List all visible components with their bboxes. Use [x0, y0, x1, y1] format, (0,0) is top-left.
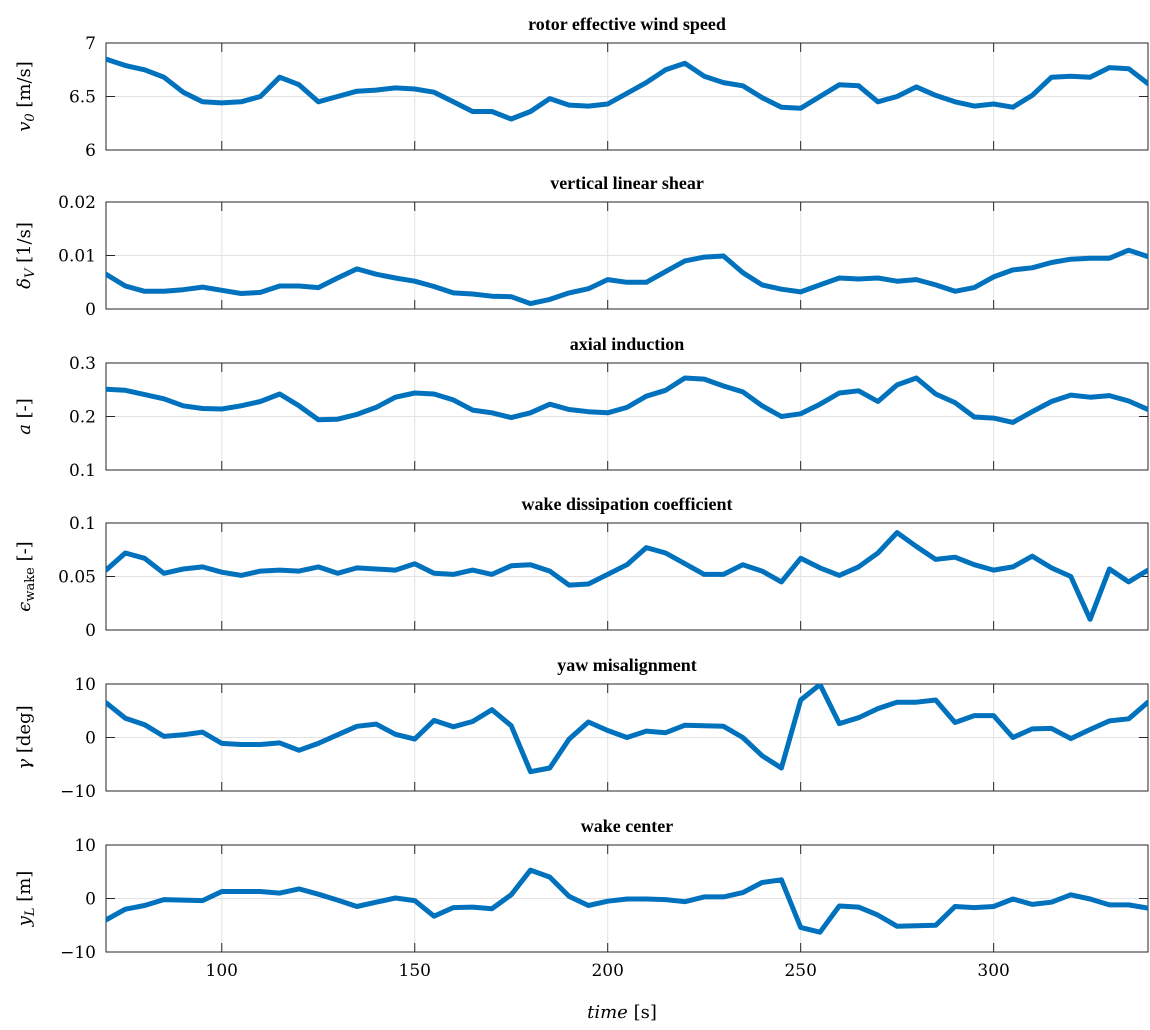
y-tick-label: 10 — [74, 675, 96, 695]
subplot-3: 0.1 0.2 0.3 axial induction a [-] — [14, 334, 1149, 481]
y-tick-label: 0.2 — [69, 408, 96, 428]
x-tick-label: 100 — [206, 961, 238, 981]
y-tick-label: 0.01 — [58, 247, 96, 267]
series-line — [106, 684, 1148, 775]
series-line — [106, 530, 1148, 622]
y-axis-label: δV [1/s] — [14, 222, 38, 289]
y-tick-label: 7 — [85, 34, 96, 54]
subplot-2: 0 0.01 0.02 vertical linear shear δV [1/s] — [14, 173, 1149, 320]
subplot-title: rotor effective wind speed — [528, 14, 726, 34]
subplot-4: 0 0.05 0.1 wake dissipation coefficient ϵwak… — [14, 494, 1149, 641]
y-tick-label: 0.3 — [69, 354, 96, 374]
y-tick-label: 0.1 — [69, 514, 96, 534]
subplot-6: −10 0 10 100 150 200 250 300 wake center yL [m] — [14, 816, 1149, 981]
series-line — [106, 867, 1148, 935]
subplot-5: −10 0 10 yaw misalignment γ [deg] — [14, 655, 1149, 802]
y-tick-label: 10 — [74, 836, 96, 856]
series-line — [106, 247, 1148, 307]
y-axis-label: yL [m] — [14, 871, 38, 928]
y-tick-label: −10 — [60, 943, 96, 963]
subplots: 6 6.5 7 rotor effective wind speed v0 [m/s] 0… — [14, 14, 1149, 981]
y-axis-label: ϵwake [-] — [14, 541, 38, 611]
subplot-title: wake dissipation coefficient — [522, 494, 733, 514]
subplot-title: yaw misalignment — [557, 655, 697, 675]
y-tick-label: 0.05 — [58, 568, 96, 588]
y-axis-label: a [-] — [14, 398, 35, 435]
y-tick-label: 0 — [85, 621, 96, 641]
y-tick-label: 6 — [85, 141, 96, 161]
x-tick-label: 150 — [399, 961, 431, 981]
y-tick-label: −10 — [60, 782, 96, 802]
x-tick-label: 250 — [784, 961, 816, 981]
x-axis-label: time [s] — [587, 1002, 657, 1023]
x-tick-label: 200 — [591, 961, 623, 981]
y-tick-label: 0.1 — [69, 461, 96, 481]
series-line — [106, 375, 1148, 425]
subplot-title: axial induction — [570, 334, 685, 354]
y-axis-label: v0 [m/s] — [14, 61, 38, 132]
y-tick-label: 0 — [85, 729, 96, 749]
y-tick-label: 0.02 — [58, 193, 96, 213]
y-tick-label: 6.5 — [69, 88, 96, 108]
y-tick-label: 0 — [85, 890, 96, 910]
subplot-title: wake center — [581, 816, 673, 836]
series-line — [106, 56, 1148, 122]
y-axis-label: γ [deg] — [14, 705, 35, 769]
subplot-1: 6 6.5 7 rotor effective wind speed v0 [m/s] — [14, 14, 1149, 161]
y-tick-label: 0 — [85, 300, 96, 320]
x-tick-label: 300 — [977, 961, 1009, 981]
subplot-title: vertical linear shear — [550, 173, 704, 193]
